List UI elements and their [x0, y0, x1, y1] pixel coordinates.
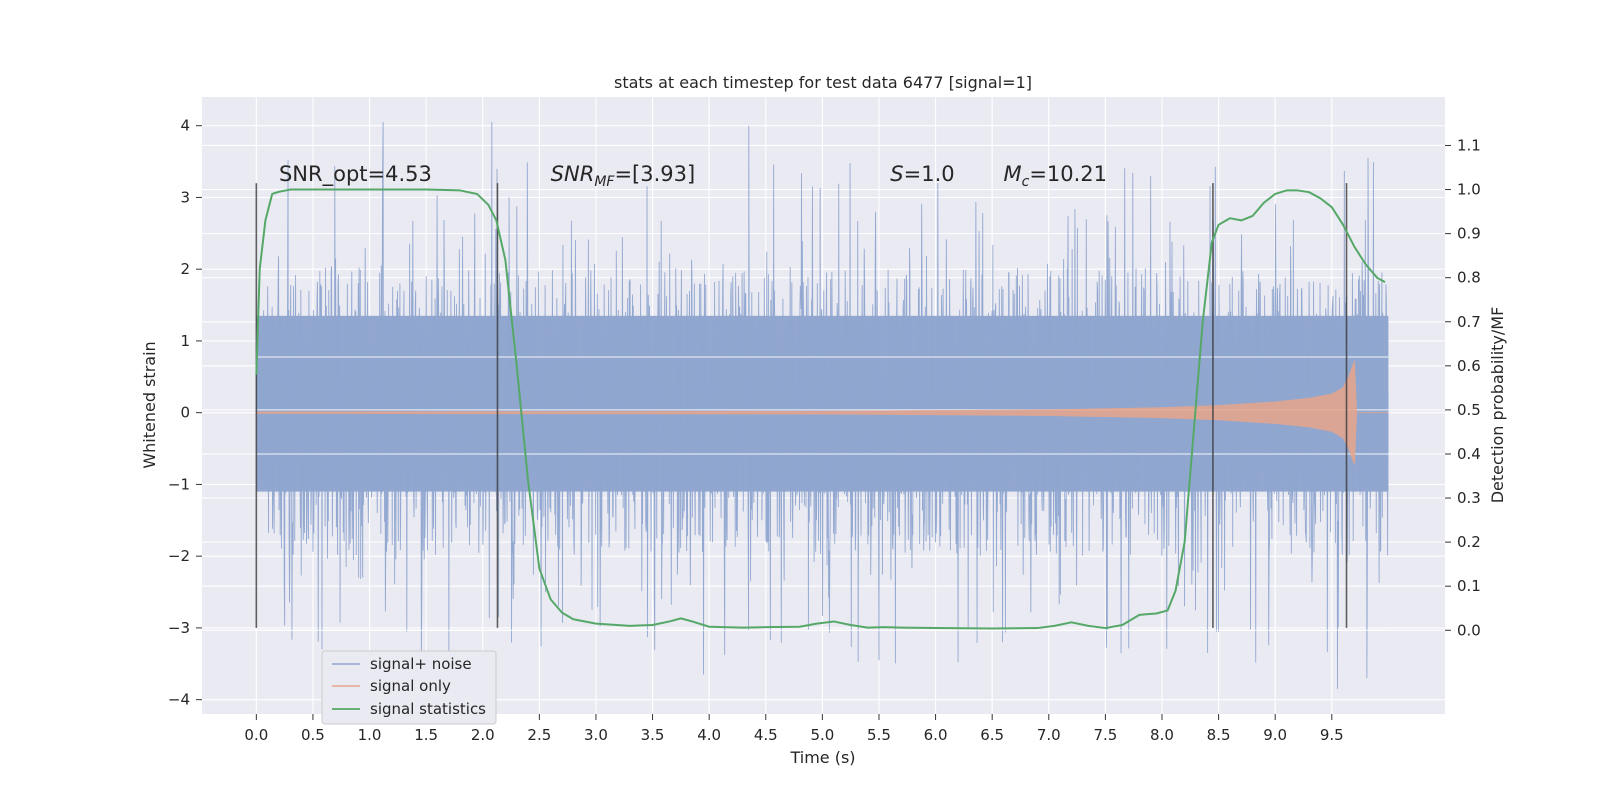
- data-layer: [255, 122, 1389, 689]
- y-tick-label-6: 2: [180, 260, 190, 278]
- annotation-layer: SNR_opt=4.53 SNRMF=[3.93] S=1.0 Mc=10.21: [279, 162, 1107, 190]
- y-right-tick-label-1: 0.1: [1457, 577, 1481, 595]
- x-tick-label-3: 1.5: [414, 726, 438, 744]
- annotation-3: Mc=10.21: [1003, 162, 1107, 190]
- y-tick-label-3: −1: [168, 475, 190, 493]
- annotation-0: SNR_opt=4.53: [279, 162, 432, 187]
- series-signal-only: [255, 360, 1389, 465]
- axis-layer: 0.0 0.5 1.0 1.5 2.0 2.5 3.0 3.5 4.0 4.5 5.0 5.5 6.0 6…: [168, 117, 1481, 744]
- y-right-tick-label-2: 0.2: [1457, 533, 1481, 551]
- y-tick-label-2: −2: [168, 547, 190, 565]
- y-tick-label-5: 1: [180, 332, 190, 350]
- x-axis-label: Time (s): [789, 748, 855, 767]
- x-tick-label-1: 0.5: [301, 726, 325, 744]
- series-signal-statistics: [255, 188, 1386, 630]
- x-tick-label-19: 9.5: [1320, 726, 1344, 744]
- series-signal-noise: [255, 122, 1389, 689]
- y-right-tick-label-5: 0.5: [1457, 401, 1481, 419]
- x-tick-label-15: 7.5: [1093, 726, 1117, 744]
- x-tick-label-5: 2.5: [527, 726, 551, 744]
- legend-box: [321, 650, 497, 725]
- x-tick-label-18: 9.0: [1263, 726, 1287, 744]
- y-tick-label-1: −3: [168, 619, 190, 637]
- x-tick-label-8: 4.0: [697, 726, 721, 744]
- y-right-tick-label-3: 0.3: [1457, 489, 1481, 507]
- y-axis-label-left: Whitened strain: [140, 341, 159, 468]
- y-tick-label-7: 3: [180, 188, 190, 206]
- y-right-tick-label-10: 1.0: [1457, 181, 1481, 199]
- x-tick-label-6: 3.0: [584, 726, 608, 744]
- y-right-tick-label-8: 0.8: [1457, 269, 1481, 287]
- x-tick-label-14: 7.0: [1037, 726, 1061, 744]
- x-tick-label-11: 5.5: [867, 726, 891, 744]
- x-tick-label-17: 8.5: [1207, 726, 1231, 744]
- x-tick-label-0: 0.0: [244, 726, 268, 744]
- x-tick-label-16: 8.0: [1150, 726, 1174, 744]
- legend-label-signal-statistics: signal statistics: [370, 700, 486, 718]
- annotation-1: SNRMF=[3.93]: [551, 162, 696, 190]
- y-tick-label-4: 0: [180, 404, 190, 422]
- y-right-tick-label-7: 0.7: [1457, 313, 1481, 331]
- legend: signal+ noise signal only signal statist…: [321, 650, 497, 725]
- y-right-tick-label-9: 0.9: [1457, 225, 1481, 243]
- y-right-tick-label-11: 1.1: [1457, 136, 1481, 154]
- y-right-tick-label-6: 0.6: [1457, 357, 1481, 375]
- x-tick-label-12: 6.0: [924, 726, 948, 744]
- x-tick-label-2: 1.0: [358, 726, 382, 744]
- legend-label-signal-noise: signal+ noise: [370, 655, 472, 673]
- x-tick-label-4: 2.0: [471, 726, 495, 744]
- y-right-tick-label-4: 0.4: [1457, 445, 1481, 463]
- x-tick-label-7: 3.5: [641, 726, 665, 744]
- y-tick-label-0: −4: [168, 691, 190, 709]
- x-tick-label-9: 4.5: [754, 726, 778, 744]
- y-right-tick-label-0: 0.0: [1457, 621, 1481, 639]
- chart-title: stats at each timestep for test data 647…: [614, 73, 1032, 92]
- legend-label-signal-only: signal only: [370, 677, 451, 695]
- y-tick-label-8: 4: [180, 117, 190, 135]
- y-axis-label-right: Detection probability/MF: [1488, 307, 1507, 504]
- x-tick-label-10: 5.0: [810, 726, 834, 744]
- x-tick-label-13: 6.5: [980, 726, 1004, 744]
- annotation-2: S=1.0: [890, 162, 954, 186]
